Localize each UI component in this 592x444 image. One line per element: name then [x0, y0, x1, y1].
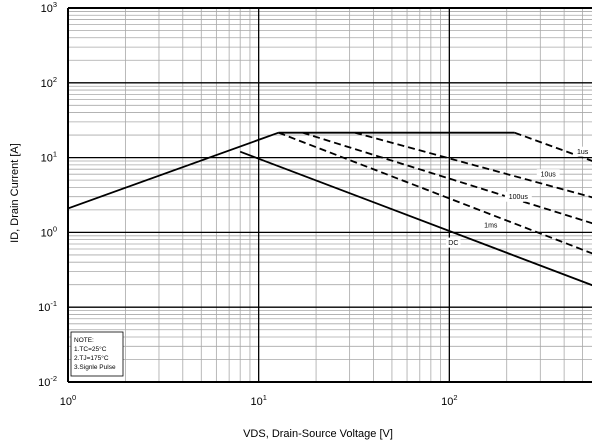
y-tick-base: 10: [38, 377, 50, 389]
x-tick-label: 102: [441, 393, 457, 408]
x-tick-exponent: 0: [72, 393, 76, 402]
y-axis-label: ID, Drain Current [A]: [9, 143, 21, 243]
y-tick-label: 103: [41, 0, 57, 15]
y-tick-base: 10: [41, 227, 53, 239]
y-tick-label: 10-1: [38, 299, 57, 314]
curve-1ms: [278, 131, 592, 255]
x-tick-exponent: 2: [453, 393, 457, 402]
y-tick-exponent: 3: [53, 0, 57, 9]
curve-label: 1us: [577, 149, 589, 156]
curve-label-bg: [446, 237, 461, 248]
note-line: NOTE:: [74, 337, 94, 344]
curve-limit: [68, 131, 279, 210]
curve-labels: 1us 10us 100us 1ms DC: [446, 146, 592, 248]
x-tick-exponent: 1: [263, 393, 267, 402]
y-tick-label: 100: [41, 224, 57, 239]
soa-curves: [68, 131, 592, 287]
y-tick-base: 10: [41, 153, 53, 165]
curve-label-bg: [536, 169, 560, 180]
curve-label: DC: [448, 240, 458, 247]
curve-100us: [302, 131, 592, 225]
x-axis-label: VDS, Drain-Source Voltage [V]: [243, 428, 393, 440]
note-box: NOTE:1.TC=25°C2.TJ=175°C 3.Signle Pulse: [70, 331, 124, 377]
curve-label: 100us: [509, 194, 529, 201]
note-box-frame: [70, 331, 124, 377]
note-line: 3.Signle Pulse: [74, 364, 116, 371]
curve-label-bg: [481, 220, 501, 231]
curve-label: 10us: [541, 172, 557, 179]
y-tick-exponent: 2: [53, 75, 57, 84]
curve-10us: [354, 131, 592, 199]
y-tick-exponent: -2: [50, 374, 57, 383]
y-tick-base: 10: [41, 78, 53, 90]
y-tick-base: 10: [41, 3, 53, 15]
y-tick-exponent: -1: [50, 299, 57, 308]
y-tick-exponent: 1: [53, 150, 57, 159]
y-tick-exponent: 0: [53, 224, 57, 233]
curve-1us: [514, 131, 592, 162]
x-tick-label: 100: [60, 393, 76, 408]
x-tick-base: 10: [60, 396, 72, 408]
x-tick-base: 10: [441, 396, 453, 408]
curve-dc: [239, 150, 592, 287]
note-line: 2.TJ=175°C: [74, 354, 109, 362]
note-line: 1.TC=25°C: [74, 345, 107, 353]
x-tick-label: 101: [250, 393, 266, 408]
y-tick-label: 102: [41, 75, 57, 90]
curve-label-bg: [573, 146, 592, 157]
y-tick-base: 10: [38, 302, 50, 314]
x-tick-base: 10: [250, 396, 262, 408]
curve-label-bg: [504, 191, 532, 202]
curve-label: 1ms: [484, 223, 498, 230]
y-tick-label: 101: [41, 150, 57, 165]
y-tick-label: 10-2: [38, 374, 57, 389]
